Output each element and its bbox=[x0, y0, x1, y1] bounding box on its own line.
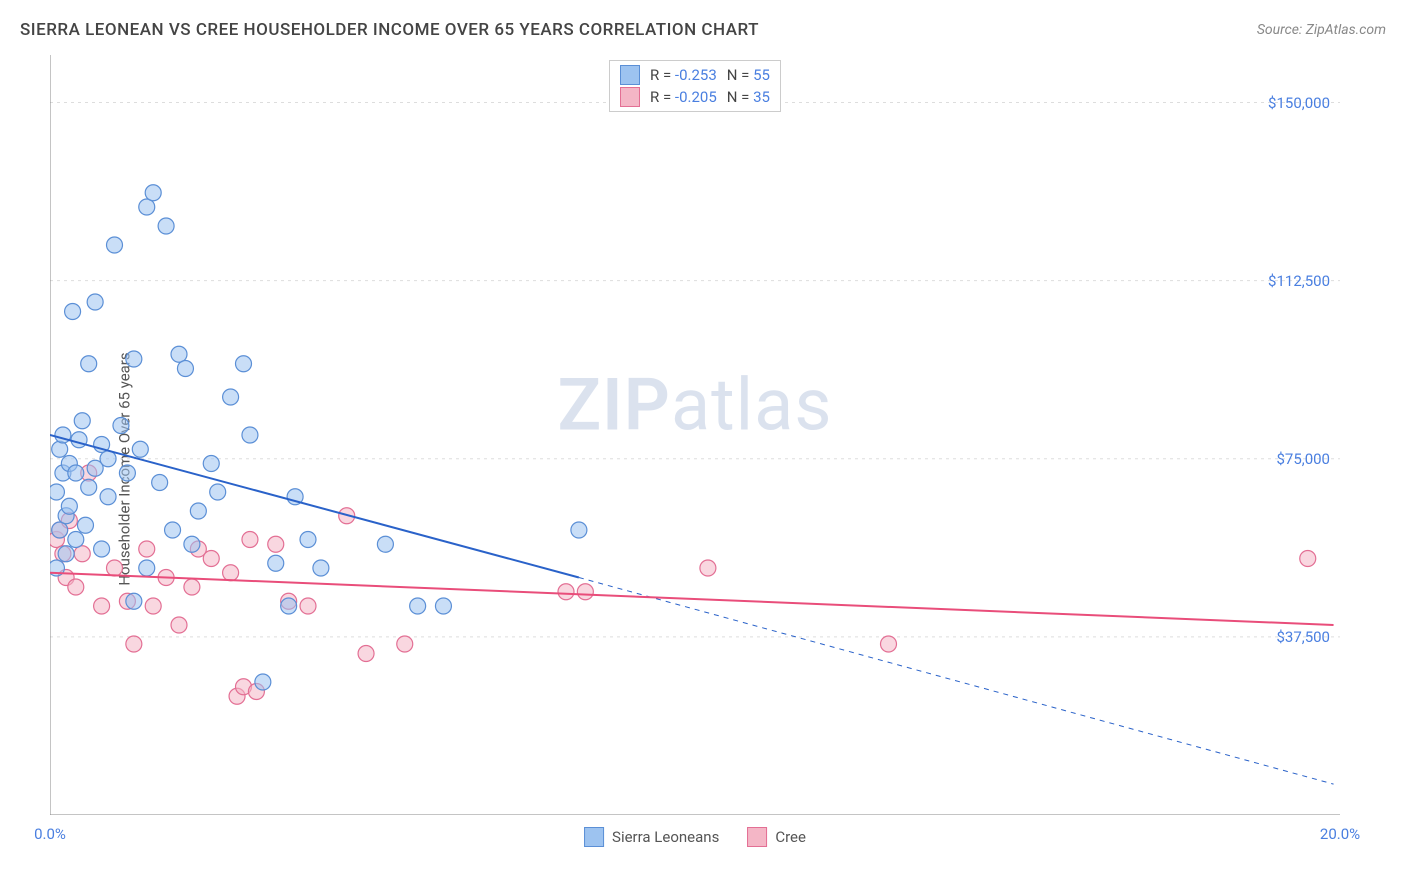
legend-swatch bbox=[620, 65, 640, 85]
data-point bbox=[203, 551, 219, 567]
legend-series-label: Sierra Leoneans bbox=[612, 828, 719, 846]
data-point bbox=[700, 560, 716, 576]
y-tick-label: $150,000 bbox=[1268, 94, 1330, 112]
data-point bbox=[126, 593, 142, 609]
scatter-plot bbox=[50, 55, 1340, 815]
y-tick-label: $112,500 bbox=[1268, 272, 1330, 290]
data-point bbox=[210, 484, 226, 500]
data-point bbox=[177, 361, 193, 377]
data-point bbox=[87, 294, 103, 310]
legend-swatch bbox=[620, 87, 640, 107]
x-tick-label: 20.0% bbox=[1320, 825, 1360, 843]
legend-series-label: Cree bbox=[775, 828, 806, 846]
data-point bbox=[881, 636, 897, 652]
data-point bbox=[300, 598, 316, 614]
data-point bbox=[571, 522, 587, 538]
data-point bbox=[558, 584, 574, 600]
data-point bbox=[119, 465, 135, 481]
data-point bbox=[236, 356, 252, 372]
data-point bbox=[1300, 551, 1316, 567]
data-point bbox=[50, 484, 64, 500]
data-point bbox=[171, 346, 187, 362]
data-point bbox=[397, 636, 413, 652]
legend-stats: R = -0.253N = 55R = -0.205N = 35 bbox=[609, 60, 781, 112]
data-point bbox=[145, 185, 161, 201]
data-point bbox=[65, 304, 81, 320]
legend-swatch bbox=[584, 827, 604, 847]
legend-series: Sierra Leoneans Cree bbox=[584, 827, 806, 847]
data-point bbox=[126, 636, 142, 652]
data-point bbox=[132, 441, 148, 457]
data-point bbox=[268, 555, 284, 571]
y-tick-label: $75,000 bbox=[1276, 450, 1330, 468]
data-point bbox=[94, 541, 110, 557]
y-tick-label: $37,500 bbox=[1276, 628, 1330, 646]
data-point bbox=[152, 475, 168, 491]
data-point bbox=[242, 532, 258, 548]
data-point bbox=[435, 598, 451, 614]
source-label: Source: ZipAtlas.com bbox=[1257, 22, 1386, 38]
data-point bbox=[68, 532, 84, 548]
data-point bbox=[61, 498, 77, 514]
data-point bbox=[139, 560, 155, 576]
data-point bbox=[139, 541, 155, 557]
data-point bbox=[113, 418, 129, 434]
legend-series-item: Sierra Leoneans bbox=[584, 827, 719, 847]
data-point bbox=[126, 351, 142, 367]
chart-container: ZIPatlas $37,500$75,000$112,500$150,000 … bbox=[50, 55, 1340, 815]
data-point bbox=[203, 456, 219, 472]
data-point bbox=[410, 598, 426, 614]
data-point bbox=[81, 356, 97, 372]
legend-stat-row: R = -0.253N = 55 bbox=[620, 65, 770, 85]
data-point bbox=[190, 503, 206, 519]
data-point bbox=[68, 465, 84, 481]
data-point bbox=[107, 237, 123, 253]
data-point bbox=[223, 565, 239, 581]
legend-swatch bbox=[747, 827, 767, 847]
x-tick-label: 0.0% bbox=[34, 825, 66, 843]
data-point bbox=[81, 479, 97, 495]
data-point bbox=[74, 413, 90, 429]
data-point bbox=[300, 532, 316, 548]
data-point bbox=[171, 617, 187, 633]
data-point bbox=[377, 536, 393, 552]
data-point bbox=[223, 389, 239, 405]
data-point bbox=[184, 536, 200, 552]
data-point bbox=[52, 441, 68, 457]
data-point bbox=[52, 522, 68, 538]
data-point bbox=[100, 489, 116, 505]
legend-series-item: Cree bbox=[747, 827, 806, 847]
data-point bbox=[242, 427, 258, 443]
data-point bbox=[268, 536, 284, 552]
data-point bbox=[184, 579, 200, 595]
chart-title: SIERRA LEONEAN VS CREE HOUSEHOLDER INCOM… bbox=[20, 20, 759, 40]
data-point bbox=[255, 674, 271, 690]
data-point bbox=[358, 646, 374, 662]
data-point bbox=[165, 522, 181, 538]
trend-line bbox=[50, 573, 1334, 625]
data-point bbox=[58, 546, 74, 562]
trend-line-extrapolated bbox=[579, 578, 1334, 785]
data-point bbox=[68, 579, 84, 595]
data-point bbox=[145, 598, 161, 614]
data-point bbox=[94, 598, 110, 614]
data-point bbox=[77, 517, 93, 533]
legend-stat-row: R = -0.205N = 35 bbox=[620, 87, 770, 107]
data-point bbox=[107, 560, 123, 576]
data-point bbox=[577, 584, 593, 600]
data-point bbox=[158, 218, 174, 234]
data-point bbox=[281, 598, 297, 614]
data-point bbox=[313, 560, 329, 576]
data-point bbox=[74, 546, 90, 562]
trend-line bbox=[50, 435, 579, 578]
data-point bbox=[139, 199, 155, 215]
